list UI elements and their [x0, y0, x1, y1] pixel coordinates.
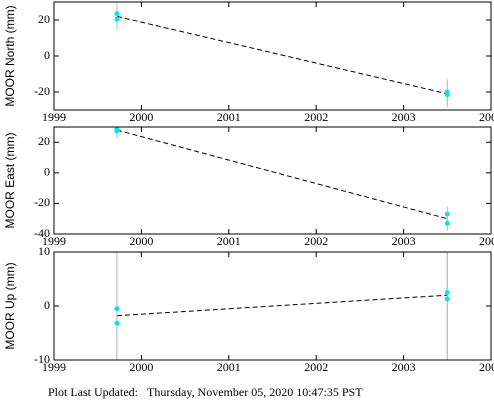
- point: [444, 290, 450, 295]
- point: [114, 16, 120, 22]
- x-tick-label: 2002: [304, 234, 328, 248]
- footer-timestamp: Thursday, November 05, 2020 10:47:35 PST: [147, 385, 363, 399]
- y-tick-label: -20: [34, 195, 50, 209]
- y-tick-label: 0: [44, 48, 50, 62]
- plot-area: [114, 2, 450, 108]
- x-tick-label: 2001: [217, 234, 241, 248]
- point: [444, 220, 450, 226]
- x-tick-label: 2001: [217, 360, 241, 374]
- trend-line: [116, 294, 448, 317]
- x-tick-label: 2004: [479, 234, 494, 248]
- footer-label: Plot Last Updated:: [48, 385, 138, 399]
- x-tick-label: 1999: [42, 234, 66, 248]
- point: [114, 11, 120, 17]
- x-tick-label: 2002: [304, 110, 328, 124]
- frame: [53, 126, 492, 235]
- y-tick-label: -40: [34, 226, 50, 240]
- y-tick-label: 0: [44, 165, 50, 179]
- y-tick-label: 0: [44, 298, 50, 312]
- plot-area: [114, 252, 450, 360]
- y-tick-label: -10: [34, 352, 50, 366]
- frame: [53, 1, 492, 111]
- x-tick-label: 2000: [129, 110, 153, 124]
- point: [444, 296, 450, 302]
- x-tick-label: 2001: [217, 110, 241, 124]
- y-tick-label: 20: [38, 134, 50, 148]
- y-tick-label: -20: [34, 84, 50, 98]
- x-tick-label: 1999: [42, 360, 66, 374]
- y-axis-label: MOOR East (mm): [3, 133, 17, 229]
- x-tick-label: 2002: [304, 360, 328, 374]
- x-tick-label: 2004: [479, 360, 494, 374]
- x-tick-label: 2000: [129, 234, 153, 248]
- point: [114, 306, 120, 312]
- y-axis-label: MOOR Up (mm): [3, 262, 17, 349]
- y-tick-label: 10: [38, 244, 50, 258]
- trend-line: [116, 15, 448, 95]
- trend-line: [116, 129, 448, 220]
- y-tick-label: 20: [38, 12, 50, 26]
- point: [114, 320, 120, 326]
- point: [444, 211, 450, 217]
- point: [444, 92, 450, 98]
- point: [114, 128, 120, 134]
- y-axis-label: MOOR North (mm): [3, 5, 17, 106]
- x-tick-label: 1999: [42, 110, 66, 124]
- x-tick-label: 2004: [479, 110, 494, 124]
- x-tick-label: 2003: [392, 360, 416, 374]
- x-tick-label: 2003: [392, 110, 416, 124]
- x-tick-label: 2003: [392, 234, 416, 248]
- plot-area: [114, 127, 450, 231]
- x-tick-label: 2000: [129, 360, 153, 374]
